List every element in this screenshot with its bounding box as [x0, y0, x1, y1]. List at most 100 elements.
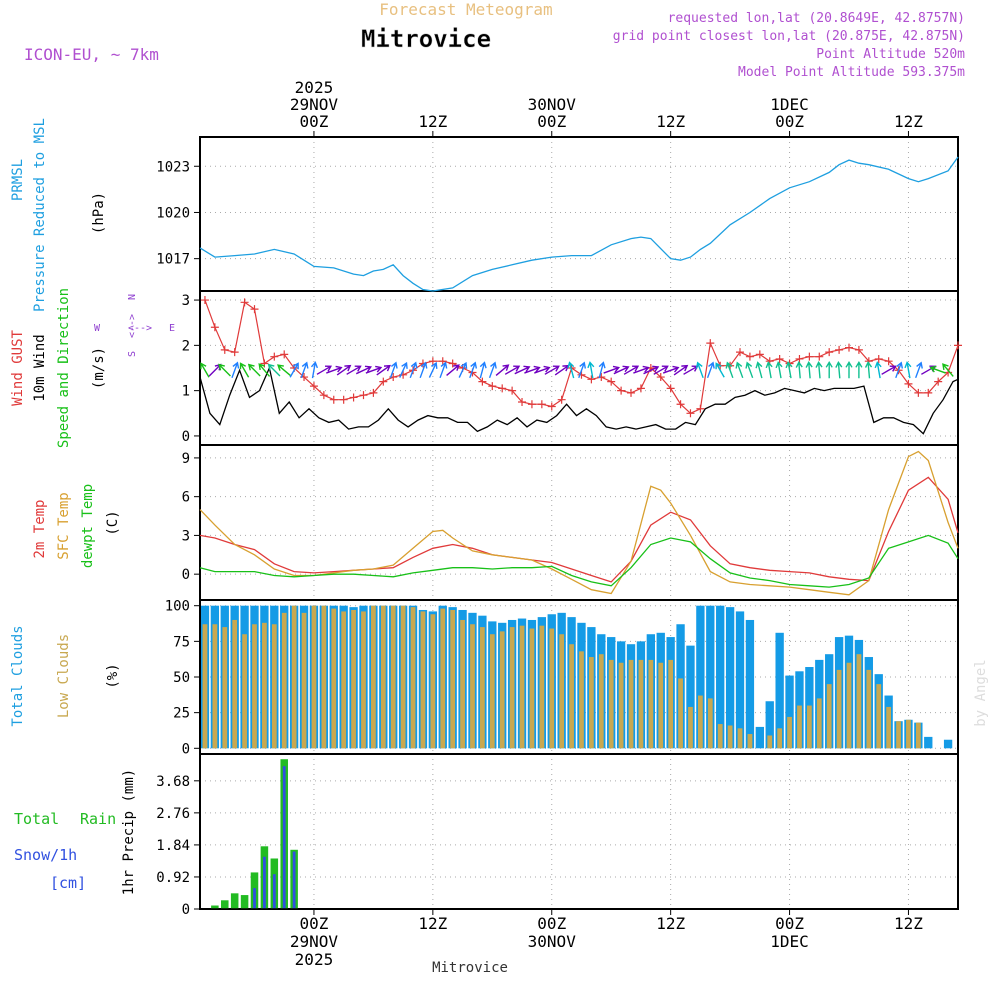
total-clouds-label: Total Clouds	[10, 625, 26, 726]
wind-direction-arrow	[623, 365, 640, 375]
temp2m-label: 2m Temp	[32, 499, 48, 558]
wind-direction-arrow	[419, 361, 428, 379]
arrow-shape	[267, 363, 281, 377]
wind-direction-arrow	[598, 361, 606, 379]
gust-point	[349, 393, 358, 402]
compass-ew-arrows: <-->	[128, 323, 152, 334]
low-clouds-bar	[380, 605, 386, 749]
gust-label: Wind GUST	[10, 330, 26, 406]
sfc-temp-line	[199, 450, 959, 596]
arrow-shape	[643, 365, 660, 375]
arrow-shape	[633, 365, 650, 374]
arrow-shape	[346, 365, 362, 375]
chart-layers: 1017 1020 1023 0 1 2 3 0 3 6 9 0 25 50 75 100 0 0.92 1.84 2…	[156, 78, 962, 969]
compass-n: N	[127, 294, 138, 300]
arrow-shape	[785, 361, 793, 379]
gust-point	[627, 388, 636, 397]
arrow-shape	[904, 361, 912, 379]
arrow-shape	[673, 364, 689, 376]
wind-direction-arrow	[479, 361, 487, 379]
top-time-label: 2025	[295, 78, 334, 97]
total-clouds-bar	[735, 611, 745, 749]
gust-point	[379, 377, 388, 386]
gust-point	[924, 388, 933, 397]
gust-point	[696, 404, 705, 413]
y-tick-label: 0	[182, 429, 190, 445]
arrow-shape	[399, 361, 408, 378]
wind-direction-arrow	[316, 365, 333, 375]
wind-direction-arrow	[904, 361, 912, 379]
low-clouds-bar	[371, 605, 376, 749]
gust-point	[795, 354, 804, 363]
gust-point	[339, 395, 348, 404]
wind-direction-arrow	[745, 361, 754, 379]
gust-point	[835, 345, 844, 354]
low-clouds-bar	[529, 628, 535, 749]
total-clouds-bar	[755, 726, 764, 749]
gust-point	[220, 345, 229, 354]
top-time-label: 30NOV	[528, 95, 577, 114]
arrow-shape	[365, 365, 383, 374]
closest-coords: grid point closest lon,lat (20.875E, 42.…	[613, 29, 965, 44]
wind-direction-arrow	[578, 361, 587, 379]
wind-direction-arrow	[428, 361, 438, 378]
gust-point	[617, 386, 626, 395]
arrow-shape	[695, 361, 704, 379]
low-clouds-bar	[747, 734, 753, 749]
arrow-shape	[469, 361, 478, 379]
gust-point	[508, 386, 517, 395]
wind-direction-arrow	[725, 361, 734, 379]
wind-direction-arrow	[662, 365, 680, 374]
dewpt-label: dewpt Temp	[80, 484, 96, 568]
wind-direction-arrow	[825, 360, 833, 379]
low-clouds-bar	[480, 627, 485, 749]
low-clouds-bar	[341, 611, 347, 749]
wind-direction-arrow	[524, 365, 541, 374]
gust-line	[204, 299, 959, 415]
wind-direction-arrow	[231, 361, 240, 379]
gust-point	[270, 352, 279, 361]
gust-point	[488, 382, 497, 391]
compass-rose: W E <--> N S <-->	[94, 294, 175, 357]
total-clouds-bar	[706, 605, 715, 749]
gust-point	[230, 348, 239, 357]
wind-direction-arrow	[755, 361, 763, 379]
wind-direction-arrow	[815, 360, 823, 379]
total-clouds-bar	[785, 675, 794, 749]
location-title: Mitrovice	[361, 25, 491, 53]
low-clouds-bar	[787, 716, 792, 749]
low-clouds-bar	[539, 625, 545, 749]
gust-point	[200, 296, 209, 305]
y-tick-label: 50	[173, 670, 190, 686]
gust-point	[954, 341, 962, 350]
arrow-shape	[929, 365, 946, 374]
wind-direction-arrow	[864, 360, 873, 379]
gust-point	[448, 359, 457, 368]
gust-point	[280, 350, 289, 359]
wind-direction-arrow	[439, 361, 448, 379]
low-clouds-bar	[638, 659, 644, 749]
total-clouds-bar	[765, 701, 774, 749]
top-time-label: 00Z	[537, 112, 566, 131]
low-clouds-bar	[291, 605, 297, 749]
low-clouds-bar	[608, 659, 614, 749]
y-tick-label: 6	[182, 490, 190, 506]
compass-ns-arrows: <-->	[127, 314, 138, 338]
arrow-shape	[336, 364, 352, 376]
wind-direction-arrow	[673, 364, 689, 376]
low-clouds-bar	[361, 611, 366, 749]
top-time-label: 12Z	[894, 112, 923, 131]
low-clouds-bar	[698, 695, 703, 749]
gust-point	[527, 400, 536, 409]
low-clouds-bar	[321, 605, 327, 749]
arrow-shape	[247, 363, 261, 377]
arrow-shape	[881, 365, 897, 375]
arrow-shape	[479, 361, 487, 379]
wind-direction-arrow	[355, 365, 372, 375]
low-clouds-bar	[688, 706, 693, 749]
arrow-shape	[419, 361, 428, 379]
wind-direction-arrow	[504, 365, 521, 375]
arrow-shape	[488, 361, 497, 379]
y-tick-label: 1023	[156, 159, 190, 175]
precip-snow-label: Snow/1h	[14, 846, 77, 864]
